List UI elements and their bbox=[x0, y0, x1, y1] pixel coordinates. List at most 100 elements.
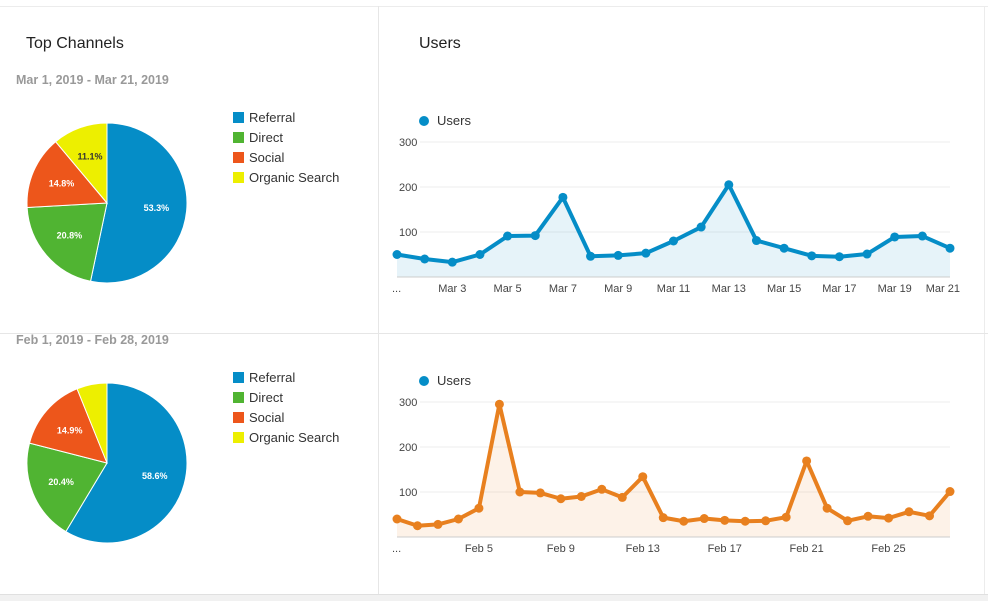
data-point[interactable] bbox=[843, 516, 853, 526]
legend-label: Direct bbox=[249, 129, 283, 145]
legend-item-direct[interactable]: Direct bbox=[233, 387, 339, 407]
data-point[interactable] bbox=[720, 515, 730, 525]
data-point[interactable] bbox=[925, 511, 935, 521]
x-tick-label: Mar 13 bbox=[712, 283, 746, 295]
data-point[interactable] bbox=[834, 252, 844, 262]
legend-item-social[interactable]: Social bbox=[233, 407, 339, 427]
pie-slice-label-direct: 20.4% bbox=[48, 477, 74, 487]
data-point[interactable] bbox=[558, 192, 568, 202]
data-point[interactable] bbox=[761, 516, 771, 526]
legend-dot-users bbox=[419, 115, 429, 126]
data-point[interactable] bbox=[658, 513, 668, 523]
data-point[interactable] bbox=[617, 492, 627, 502]
data-point[interactable] bbox=[638, 472, 648, 482]
legend-swatch-referral bbox=[233, 371, 244, 383]
data-point[interactable] bbox=[494, 399, 504, 409]
legend-item-social[interactable]: Social bbox=[233, 147, 339, 167]
x-tick-label: Mar 19 bbox=[878, 283, 912, 295]
data-point[interactable] bbox=[420, 254, 430, 264]
data-point[interactable] bbox=[781, 512, 791, 522]
pie-slice-organic-search[interactable] bbox=[54, 122, 108, 205]
data-point[interactable] bbox=[904, 507, 914, 517]
data-point[interactable] bbox=[802, 456, 812, 466]
data-point[interactable] bbox=[392, 514, 402, 524]
data-point[interactable] bbox=[724, 180, 734, 190]
x-tick-label: Mar 7 bbox=[549, 283, 577, 295]
data-point[interactable] bbox=[447, 257, 457, 267]
data-point[interactable] bbox=[474, 503, 484, 513]
data-point[interactable] bbox=[807, 251, 817, 261]
data-point[interactable] bbox=[597, 484, 607, 494]
data-point[interactable] bbox=[475, 250, 485, 259]
data-point[interactable] bbox=[917, 231, 927, 241]
y-tick-label: 100 bbox=[399, 227, 417, 239]
panel-divider-horizontal bbox=[0, 333, 988, 334]
x-tick-label: Feb 9 bbox=[547, 543, 575, 555]
data-point[interactable] bbox=[863, 511, 873, 521]
legend-label: Social bbox=[249, 409, 285, 425]
pie-slice-label-social: 14.9% bbox=[57, 425, 83, 435]
legend-swatch-social bbox=[233, 151, 244, 163]
data-point[interactable] bbox=[679, 516, 689, 526]
data-point[interactable] bbox=[890, 232, 900, 242]
data-point[interactable] bbox=[822, 503, 832, 513]
pie-slice-direct[interactable] bbox=[26, 202, 108, 282]
data-point[interactable] bbox=[613, 250, 623, 260]
users-line-chart-mar: 100 200 300... Mar 3 Mar 5 Mar 7 Mar 9 Mar 11 Ma… bbox=[392, 137, 960, 295]
data-point[interactable] bbox=[503, 231, 513, 241]
data-point[interactable] bbox=[699, 514, 709, 524]
data-point[interactable] bbox=[433, 519, 443, 529]
data-point[interactable] bbox=[779, 243, 789, 253]
legend-top-channels-mar: Referral Direct Social Organic Search bbox=[233, 107, 339, 187]
data-point[interactable] bbox=[515, 487, 525, 497]
pie-slice-label-organic-search: 11.1% bbox=[78, 151, 103, 161]
data-point[interactable] bbox=[530, 231, 540, 241]
legend-item-organic-search[interactable]: Organic Search bbox=[233, 427, 339, 447]
x-tick-label: ... bbox=[392, 283, 401, 295]
data-point[interactable] bbox=[535, 488, 545, 498]
data-point[interactable] bbox=[696, 222, 706, 232]
y-tick-label: 100 bbox=[399, 487, 417, 499]
pie-slice-label-referral: 53.3% bbox=[144, 203, 170, 213]
y-tick-label: 300 bbox=[399, 397, 417, 409]
pie-slice-referral[interactable] bbox=[65, 382, 188, 544]
data-point[interactable] bbox=[641, 248, 651, 258]
x-tick-label: Mar 3 bbox=[438, 283, 466, 295]
data-point[interactable] bbox=[412, 521, 422, 531]
pie-slice-referral[interactable] bbox=[89, 122, 188, 284]
legend-label: Referral bbox=[249, 109, 296, 125]
data-point[interactable] bbox=[884, 513, 894, 523]
panel-divider-vertical bbox=[378, 6, 379, 594]
data-point[interactable] bbox=[751, 236, 761, 246]
data-point[interactable] bbox=[945, 243, 955, 253]
data-point[interactable] bbox=[586, 251, 596, 261]
legend-item-organic-search[interactable]: Organic Search bbox=[233, 167, 339, 187]
pie-slice-direct[interactable] bbox=[26, 442, 108, 533]
y-tick-label: 300 bbox=[399, 137, 417, 149]
legend-item-referral[interactable]: Referral bbox=[233, 107, 339, 127]
data-point[interactable] bbox=[392, 250, 402, 259]
data-point[interactable] bbox=[740, 516, 750, 526]
line-legend-users-mar[interactable]: Users bbox=[419, 113, 471, 128]
top-channels-title: Top Channels bbox=[26, 35, 124, 52]
pie-slice-social[interactable] bbox=[28, 388, 108, 464]
data-point[interactable] bbox=[576, 492, 586, 501]
data-point[interactable] bbox=[669, 236, 678, 246]
data-point[interactable] bbox=[453, 514, 463, 524]
legend-swatch-direct bbox=[233, 391, 244, 403]
x-tick-label: ... bbox=[392, 543, 401, 555]
legend-item-direct[interactable]: Direct bbox=[233, 127, 339, 147]
legend-item-referral[interactable]: Referral bbox=[233, 367, 339, 387]
panel-top-border bbox=[0, 6, 988, 7]
data-point[interactable] bbox=[556, 494, 566, 504]
pie-slice-organic-search[interactable] bbox=[76, 382, 108, 464]
data-point[interactable] bbox=[945, 487, 955, 497]
pie-slice-social[interactable] bbox=[26, 140, 109, 209]
date-range-mar: Mar 1, 2019 - Mar 21, 2019 bbox=[16, 73, 169, 87]
pie-slice-label-referral: 58.6% bbox=[142, 471, 168, 481]
data-point[interactable] bbox=[862, 249, 872, 259]
legend-label: Organic Search bbox=[249, 429, 340, 445]
line-legend-users-feb[interactable]: Users bbox=[419, 373, 471, 388]
legend-label: Social bbox=[249, 149, 285, 165]
legend-label-users: Users bbox=[437, 113, 471, 128]
